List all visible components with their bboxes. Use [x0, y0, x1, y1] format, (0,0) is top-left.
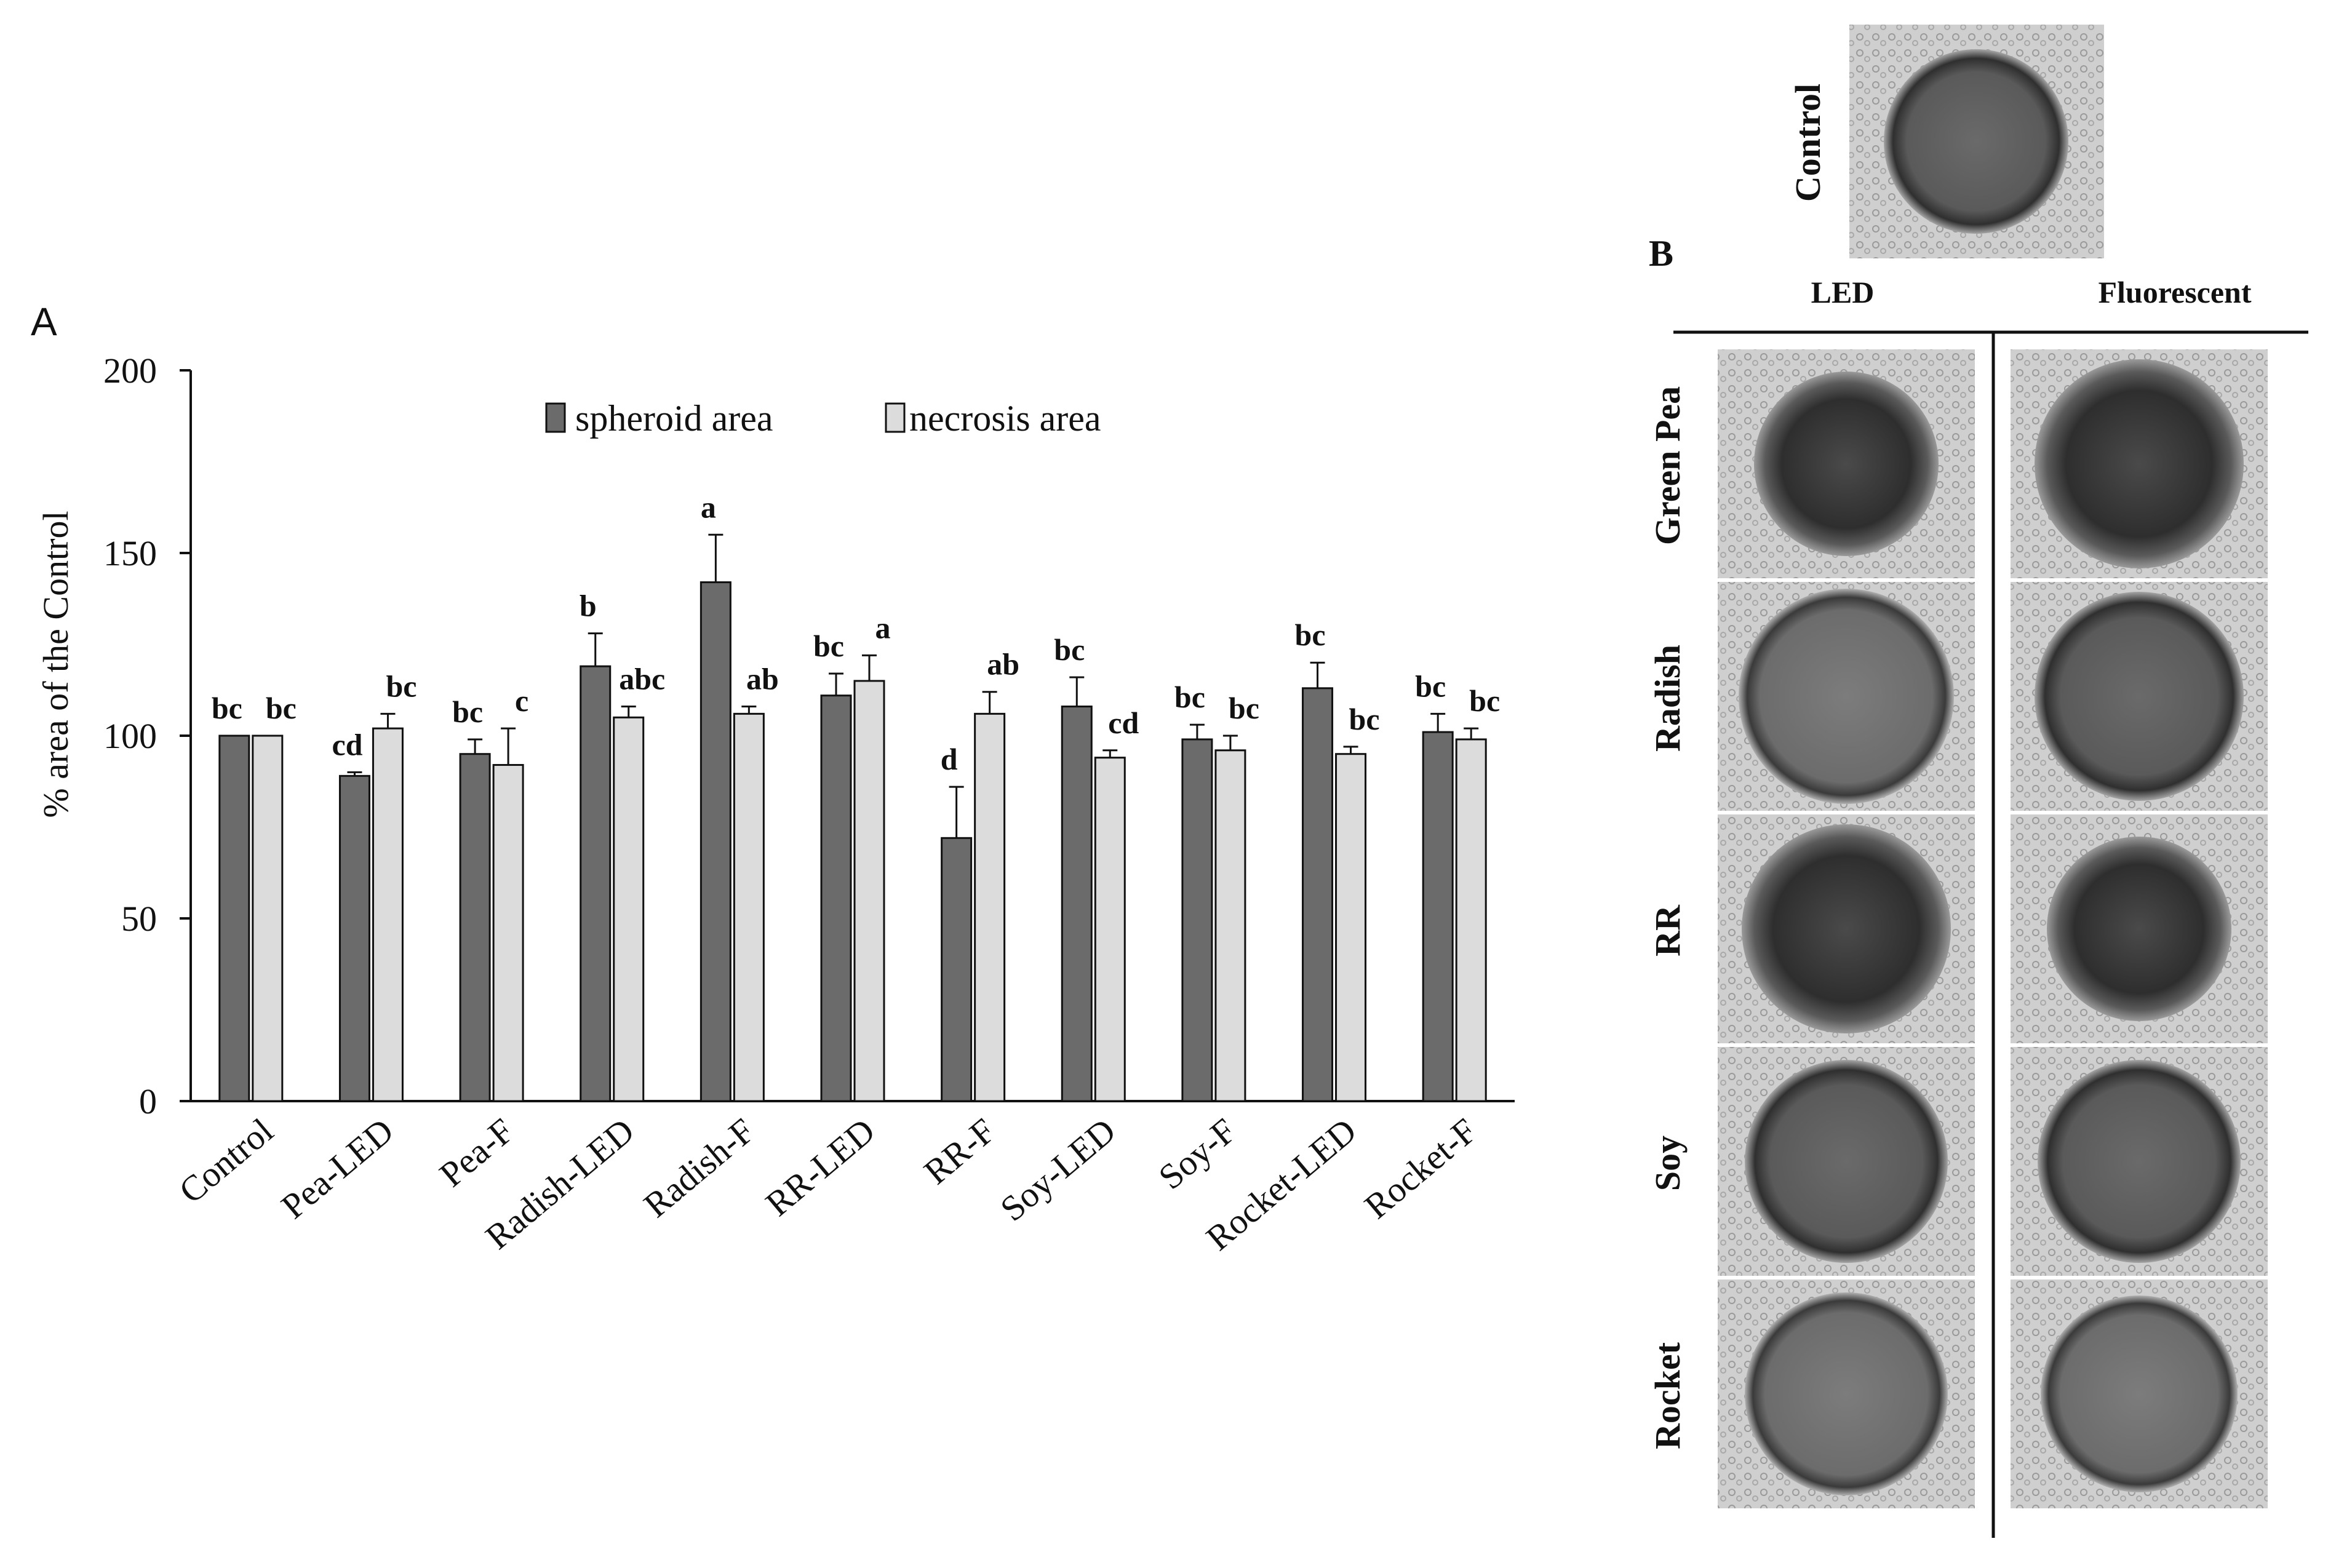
category-label-control: Control [172, 1110, 281, 1211]
spheroid-image-rr-fluorescent [2011, 814, 2268, 1043]
significance-label: b [580, 589, 597, 623]
spheroid-image-rr-led [1718, 814, 1975, 1043]
significance-label: c [515, 683, 528, 718]
category-label-soy-led: Soy-LED [993, 1110, 1123, 1229]
spheroid-bar-soy-f [1181, 738, 1213, 1102]
spheroid-image-rocket-fluorescent [2011, 1279, 2268, 1508]
category-label-radish-f: Radish-F [636, 1110, 762, 1225]
row-label-group: Green Pea Radish RR Soy Rocket [1648, 386, 1688, 1449]
necrosis-bar-rocket-led [1335, 753, 1367, 1102]
image-grid [1718, 349, 2268, 1508]
spheroid-bar-soy-led [1061, 705, 1093, 1102]
significance-label: d [941, 742, 958, 776]
necrosis-bar-rr-led [853, 680, 885, 1102]
error-bar-group [347, 533, 1479, 838]
significance-label: bc [1349, 702, 1380, 736]
spheroid-image-green-pea-led [1718, 349, 1975, 578]
category-label-rr-f: RR-F [916, 1110, 1003, 1192]
category-label-soy-f: Soy-F [1151, 1110, 1243, 1197]
legend: spheroid area necrosis area [545, 398, 1101, 439]
y-tick-label: 50 [121, 899, 157, 939]
spheroid-bar-pea-f [459, 753, 491, 1102]
bar-series-group [218, 581, 1487, 1102]
significance-label: a [701, 490, 716, 524]
y-tick-label: 150 [103, 533, 157, 573]
significance-label: bc [386, 669, 417, 703]
y-axis-label: % area of the Control [36, 511, 76, 818]
significance-label: bc [1469, 683, 1500, 718]
spheroid-image-soy-led [1718, 1047, 1975, 1276]
spheroid-image-soy-fluorescent [2011, 1047, 2268, 1276]
significance-label: abc [619, 661, 665, 696]
category-label-rr-led: RR-LED [758, 1110, 882, 1224]
significance-label: bc [1229, 691, 1259, 725]
significance-label: bc [266, 691, 297, 725]
necrosis-bar-pea-f [492, 764, 524, 1102]
significance-label: ab [746, 661, 779, 696]
spheroid-image-rocket-led [1718, 1279, 1975, 1508]
spheroid-bar-control [218, 734, 250, 1102]
y-axis: 0 50 100 150 200 [103, 351, 192, 1121]
significance-label: bc [452, 694, 483, 729]
significance-label: a [875, 610, 891, 645]
y-tick-label: 100 [103, 716, 157, 756]
spheroid-bar-rocket-f [1422, 731, 1454, 1102]
necrosis-bar-soy-led [1094, 757, 1126, 1102]
legend-label-necrosis: necrosis area [909, 398, 1101, 439]
significance-label: ab [987, 647, 1019, 682]
significance-label: bc [1415, 669, 1446, 703]
legend-swatch-necrosis [885, 402, 906, 433]
significance-label: bc [1174, 680, 1205, 714]
category-label-pea-led: Pea-LED [274, 1110, 401, 1227]
row-label-soy: Soy [1648, 1136, 1688, 1191]
necrosis-bar-radish-led [613, 716, 645, 1102]
necrosis-bar-rr-f [974, 712, 1006, 1102]
panel-a-letter: A [31, 300, 57, 344]
significance-label: bc [813, 629, 844, 663]
y-tick-label: 0 [139, 1081, 157, 1121]
row-label-rocket: Rocket [1648, 1342, 1688, 1449]
spheroid-image-radish-fluorescent [2011, 582, 2268, 811]
legend-label-spheroid: spheroid area [575, 398, 773, 439]
significance-label: bc [1054, 632, 1085, 667]
necrosis-bar-radish-f [733, 712, 765, 1102]
necrosis-bar-soy-f [1214, 749, 1246, 1102]
column-header-led: LED [1811, 275, 1875, 309]
category-label-pea-f: Pea-F [432, 1110, 521, 1195]
panel-b-letter: B [1649, 233, 1673, 274]
category-label-rocket-f: Rocket-F [1357, 1110, 1484, 1227]
spheroid-bar-radish-led [580, 665, 612, 1102]
spheroid-image-green-pea-fluorescent [2011, 349, 2268, 578]
spheroid-bar-rr-f [941, 837, 973, 1102]
significance-label: cd [1108, 706, 1139, 740]
spheroid-bar-rocket-led [1302, 687, 1334, 1102]
control-label: Control [1788, 84, 1828, 202]
significance-label: cd [332, 727, 362, 762]
spheroid-bar-rr-led [820, 694, 852, 1102]
spheroid-bar-radish-f [700, 581, 731, 1102]
spheroid-bar-pea-led [338, 774, 370, 1102]
control-spheroid [1884, 49, 2068, 234]
spheroid-image-radish-led [1718, 582, 1975, 811]
column-header-fluorescent: Fluorescent [2098, 275, 2251, 309]
legend-swatch-spheroid [545, 402, 566, 433]
row-label-rr: RR [1648, 904, 1688, 957]
row-label-green-pea: Green Pea [1648, 386, 1688, 545]
y-tick-label: 200 [103, 351, 157, 391]
control-image [1849, 25, 2104, 258]
panel-b-images: Control B LED Fluorescent Green Pea Radis… [1648, 25, 2308, 1538]
necrosis-bar-rocket-f [1455, 738, 1487, 1102]
row-label-radish: Radish [1648, 645, 1688, 752]
necrosis-bar-control [252, 734, 284, 1102]
significance-label: bc [212, 691, 242, 725]
necrosis-bar-pea-led [372, 727, 404, 1102]
significance-label: bc [1295, 618, 1326, 652]
